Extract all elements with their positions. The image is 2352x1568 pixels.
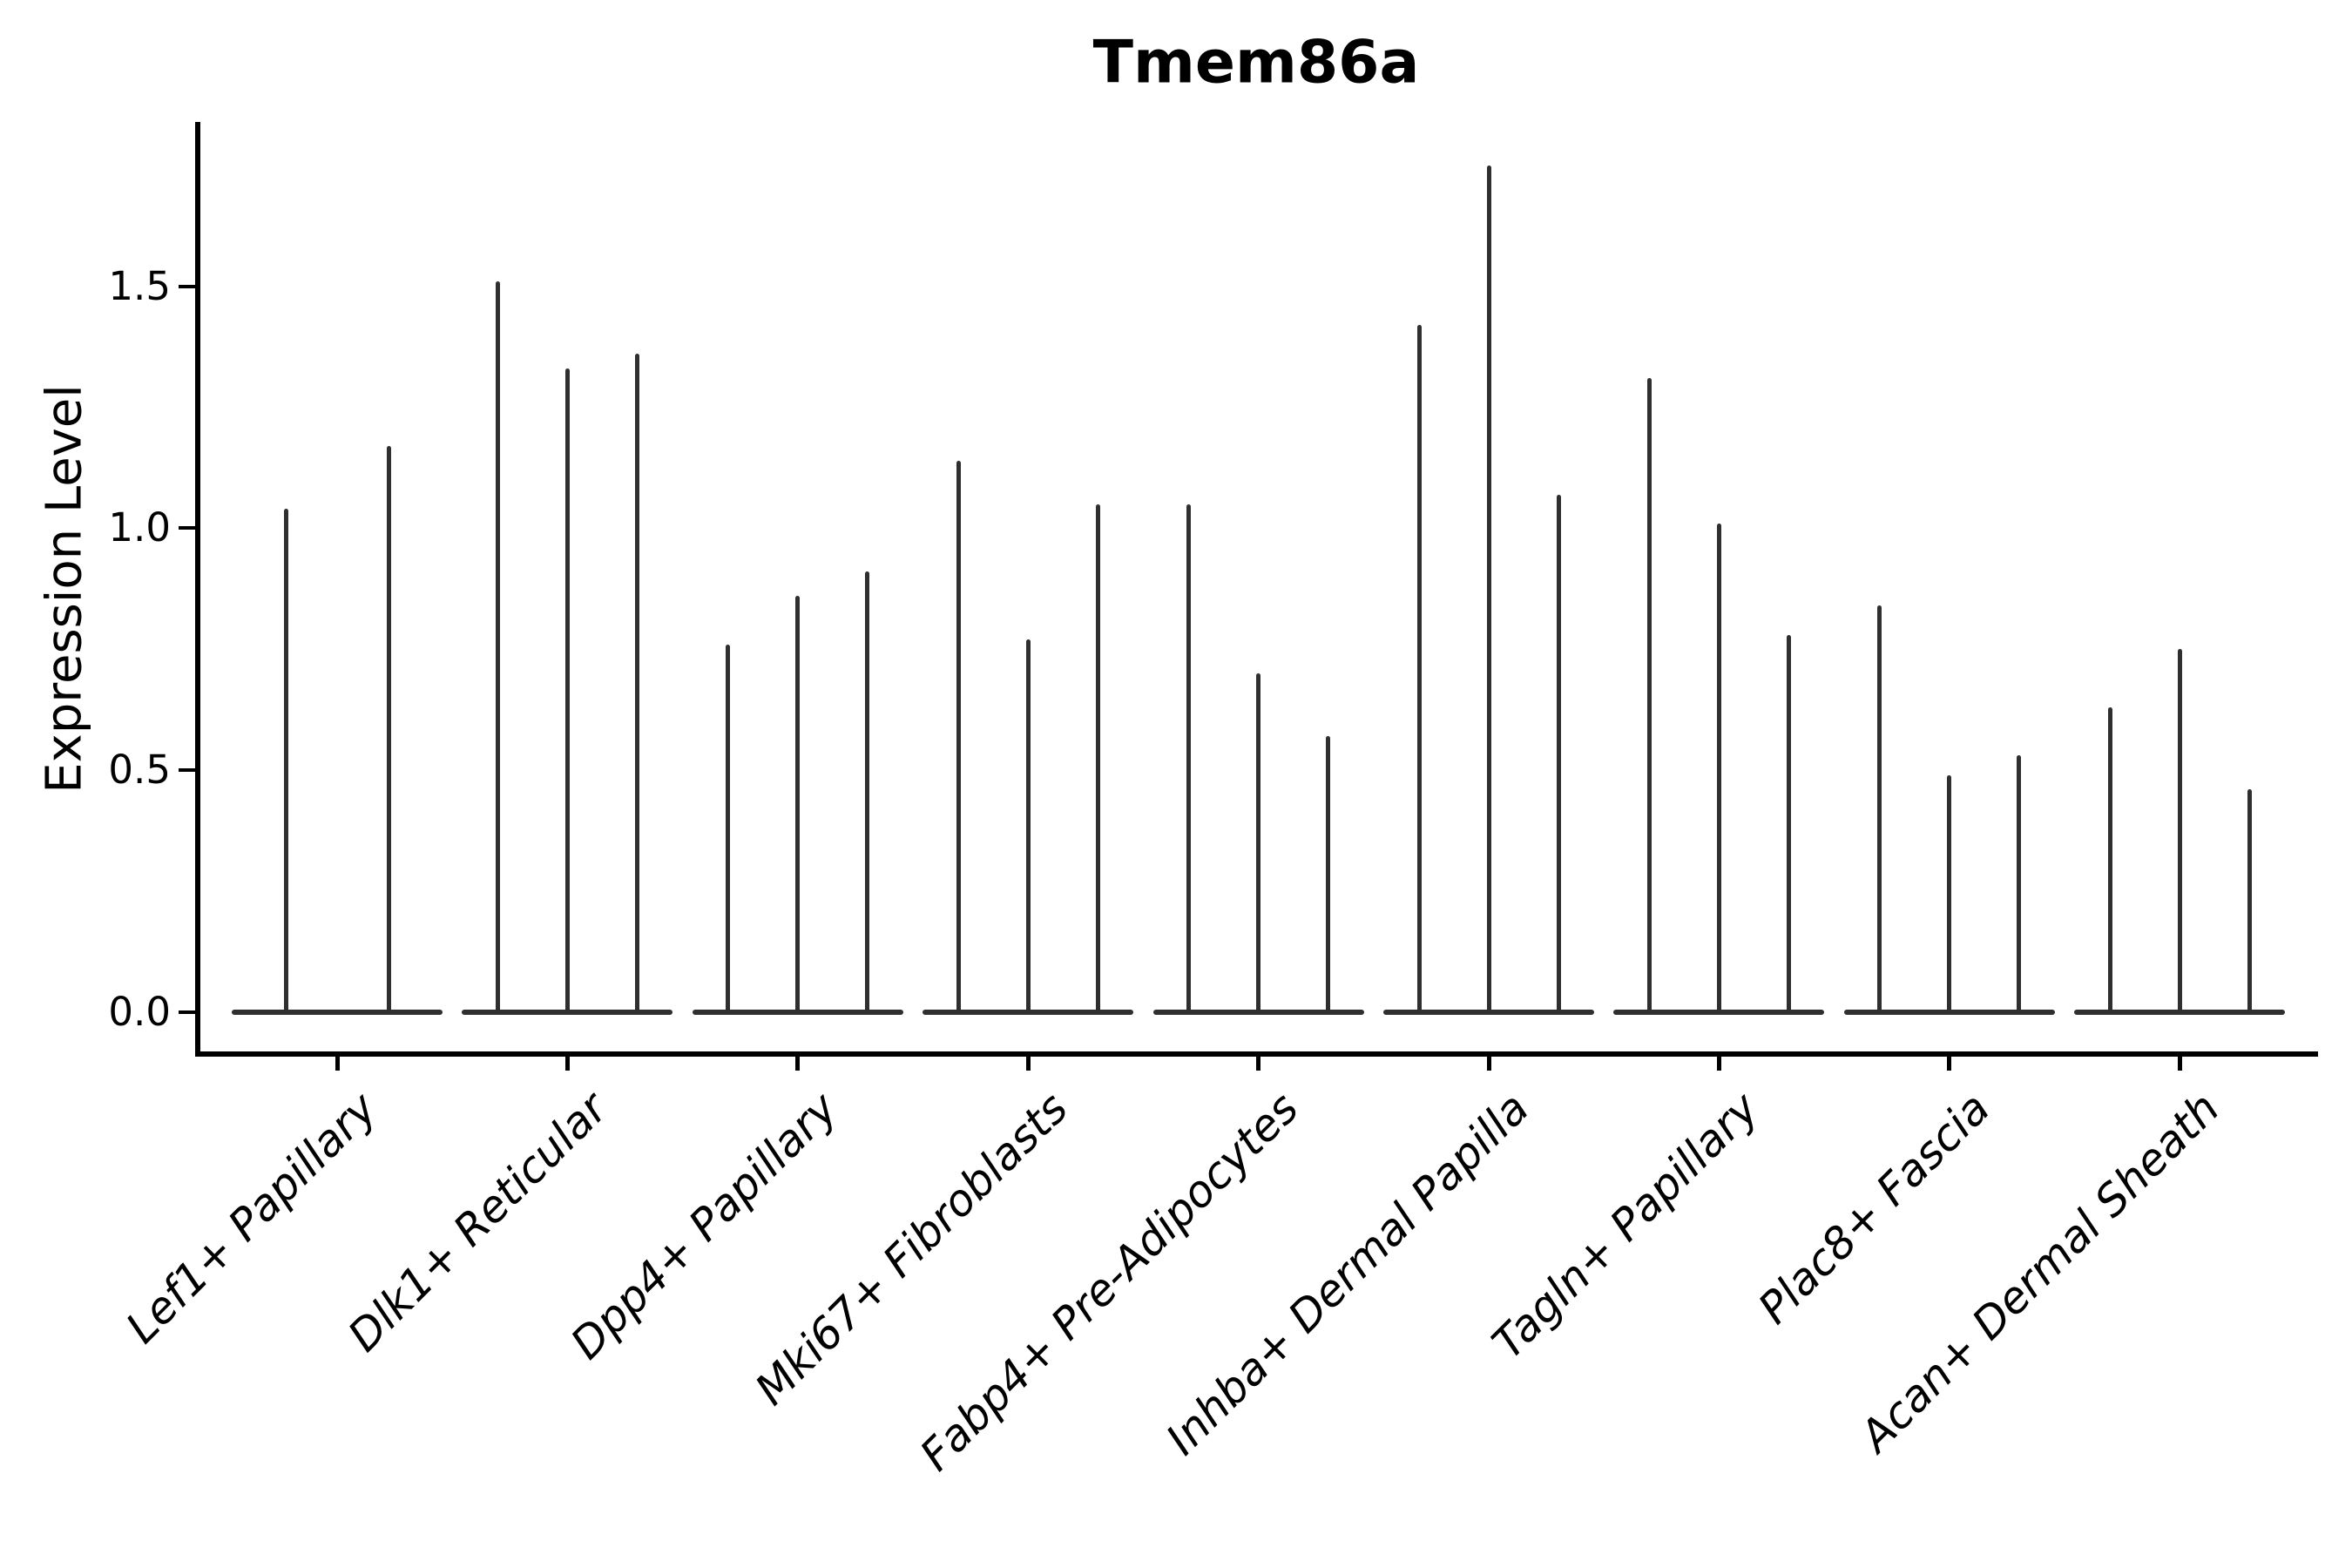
y-tick-label: 1.5 [108, 262, 171, 309]
x-axis-spine [195, 1051, 2318, 1057]
violin-spike [1256, 672, 1261, 1015]
violin-spike [726, 644, 731, 1015]
x-tick-label: Plac8+ Fascia [1747, 1083, 1999, 1334]
x-tick [335, 1057, 340, 1071]
violin-spike [1025, 639, 1031, 1015]
violin-spike [495, 281, 500, 1015]
y-tick [179, 526, 198, 531]
violin-spike [1095, 504, 1100, 1015]
violin-spike [1486, 165, 1491, 1015]
y-tick [179, 284, 198, 288]
y-tick [179, 768, 198, 773]
y-axis-spine [195, 122, 200, 1057]
violin-spike [1786, 634, 1791, 1015]
violin-spike [795, 596, 801, 1015]
y-tick-label: 0.5 [108, 747, 171, 794]
violin-spike [386, 445, 391, 1015]
y-axis-label: Expression Level [36, 384, 93, 794]
x-tick [564, 1057, 570, 1071]
y-tick-label: 0.0 [108, 988, 171, 1035]
violin-spike [634, 354, 639, 1015]
violin-spike [283, 509, 288, 1015]
x-tick [1486, 1057, 1491, 1071]
x-tick [2177, 1057, 2182, 1071]
violin-base [232, 1009, 443, 1015]
chart-title: Tmem86a [1092, 28, 1420, 98]
x-tick [1256, 1057, 1261, 1071]
x-tick [1947, 1057, 1952, 1071]
violin-spike [1947, 774, 1952, 1015]
violin-spike [1716, 523, 1721, 1015]
violin-spike [956, 460, 961, 1015]
violin-spike [1416, 325, 1422, 1015]
violin-spike [1326, 736, 1331, 1015]
violin-spike [2177, 649, 2182, 1015]
x-tick-label: Fabp4+ Pre-Adipocytes [910, 1083, 1308, 1481]
violin-spike [564, 368, 570, 1015]
violin-spike [1646, 378, 1652, 1015]
x-tick-label: Lef1+ Papillary [116, 1083, 388, 1354]
violin-spike [1877, 605, 1882, 1015]
violin-spike [865, 571, 870, 1015]
y-tick [179, 1010, 198, 1014]
y-tick-label: 1.0 [108, 504, 171, 551]
violin-spike [1186, 504, 1192, 1015]
violin-spike [2107, 706, 2112, 1015]
x-tick [1025, 1057, 1031, 1071]
x-tick [795, 1057, 801, 1071]
violin-spike [2017, 755, 2022, 1015]
violin-spike [1556, 494, 1561, 1015]
x-tick [1716, 1057, 1721, 1071]
violin-spike [2247, 789, 2252, 1015]
